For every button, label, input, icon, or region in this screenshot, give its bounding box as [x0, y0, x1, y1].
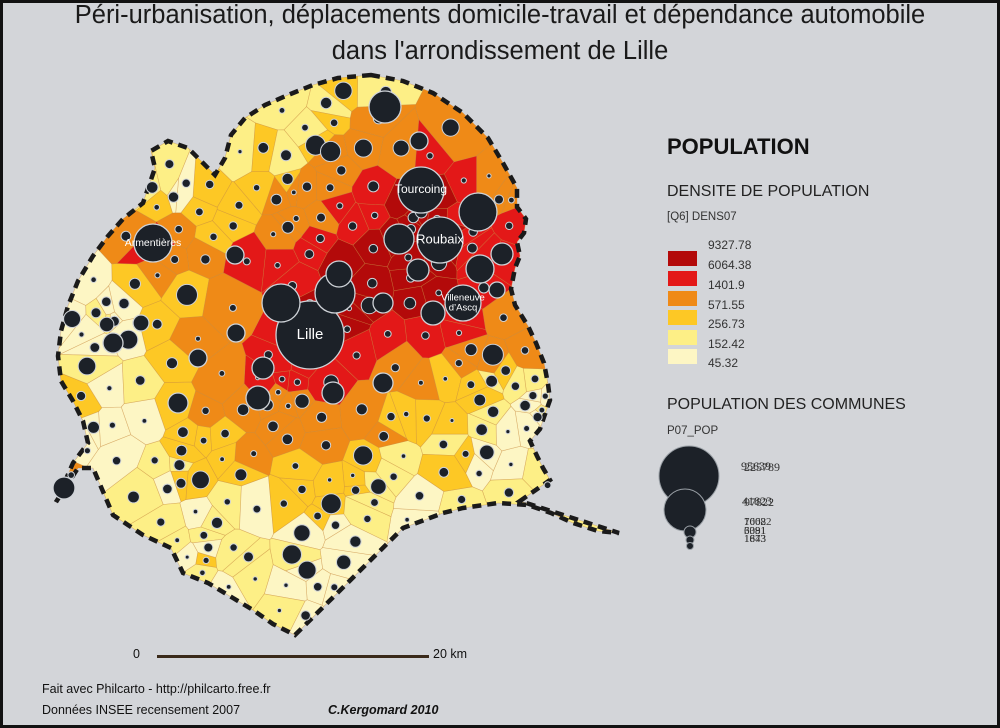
svg-text:Villeneuve: Villeneuve: [441, 292, 485, 303]
svg-text:Armentières: Armentières: [125, 237, 182, 249]
svg-text:1643: 1643: [744, 533, 767, 545]
svg-text:Roubaix: Roubaix: [416, 231, 464, 246]
svg-text:95639: 95639: [741, 459, 771, 473]
svg-text:41823: 41823: [742, 494, 772, 508]
svg-text:Tourcoing: Tourcoing: [395, 182, 447, 196]
svg-text:Lille: Lille: [297, 326, 324, 343]
svg-text:d’Ascq: d’Ascq: [449, 303, 478, 314]
